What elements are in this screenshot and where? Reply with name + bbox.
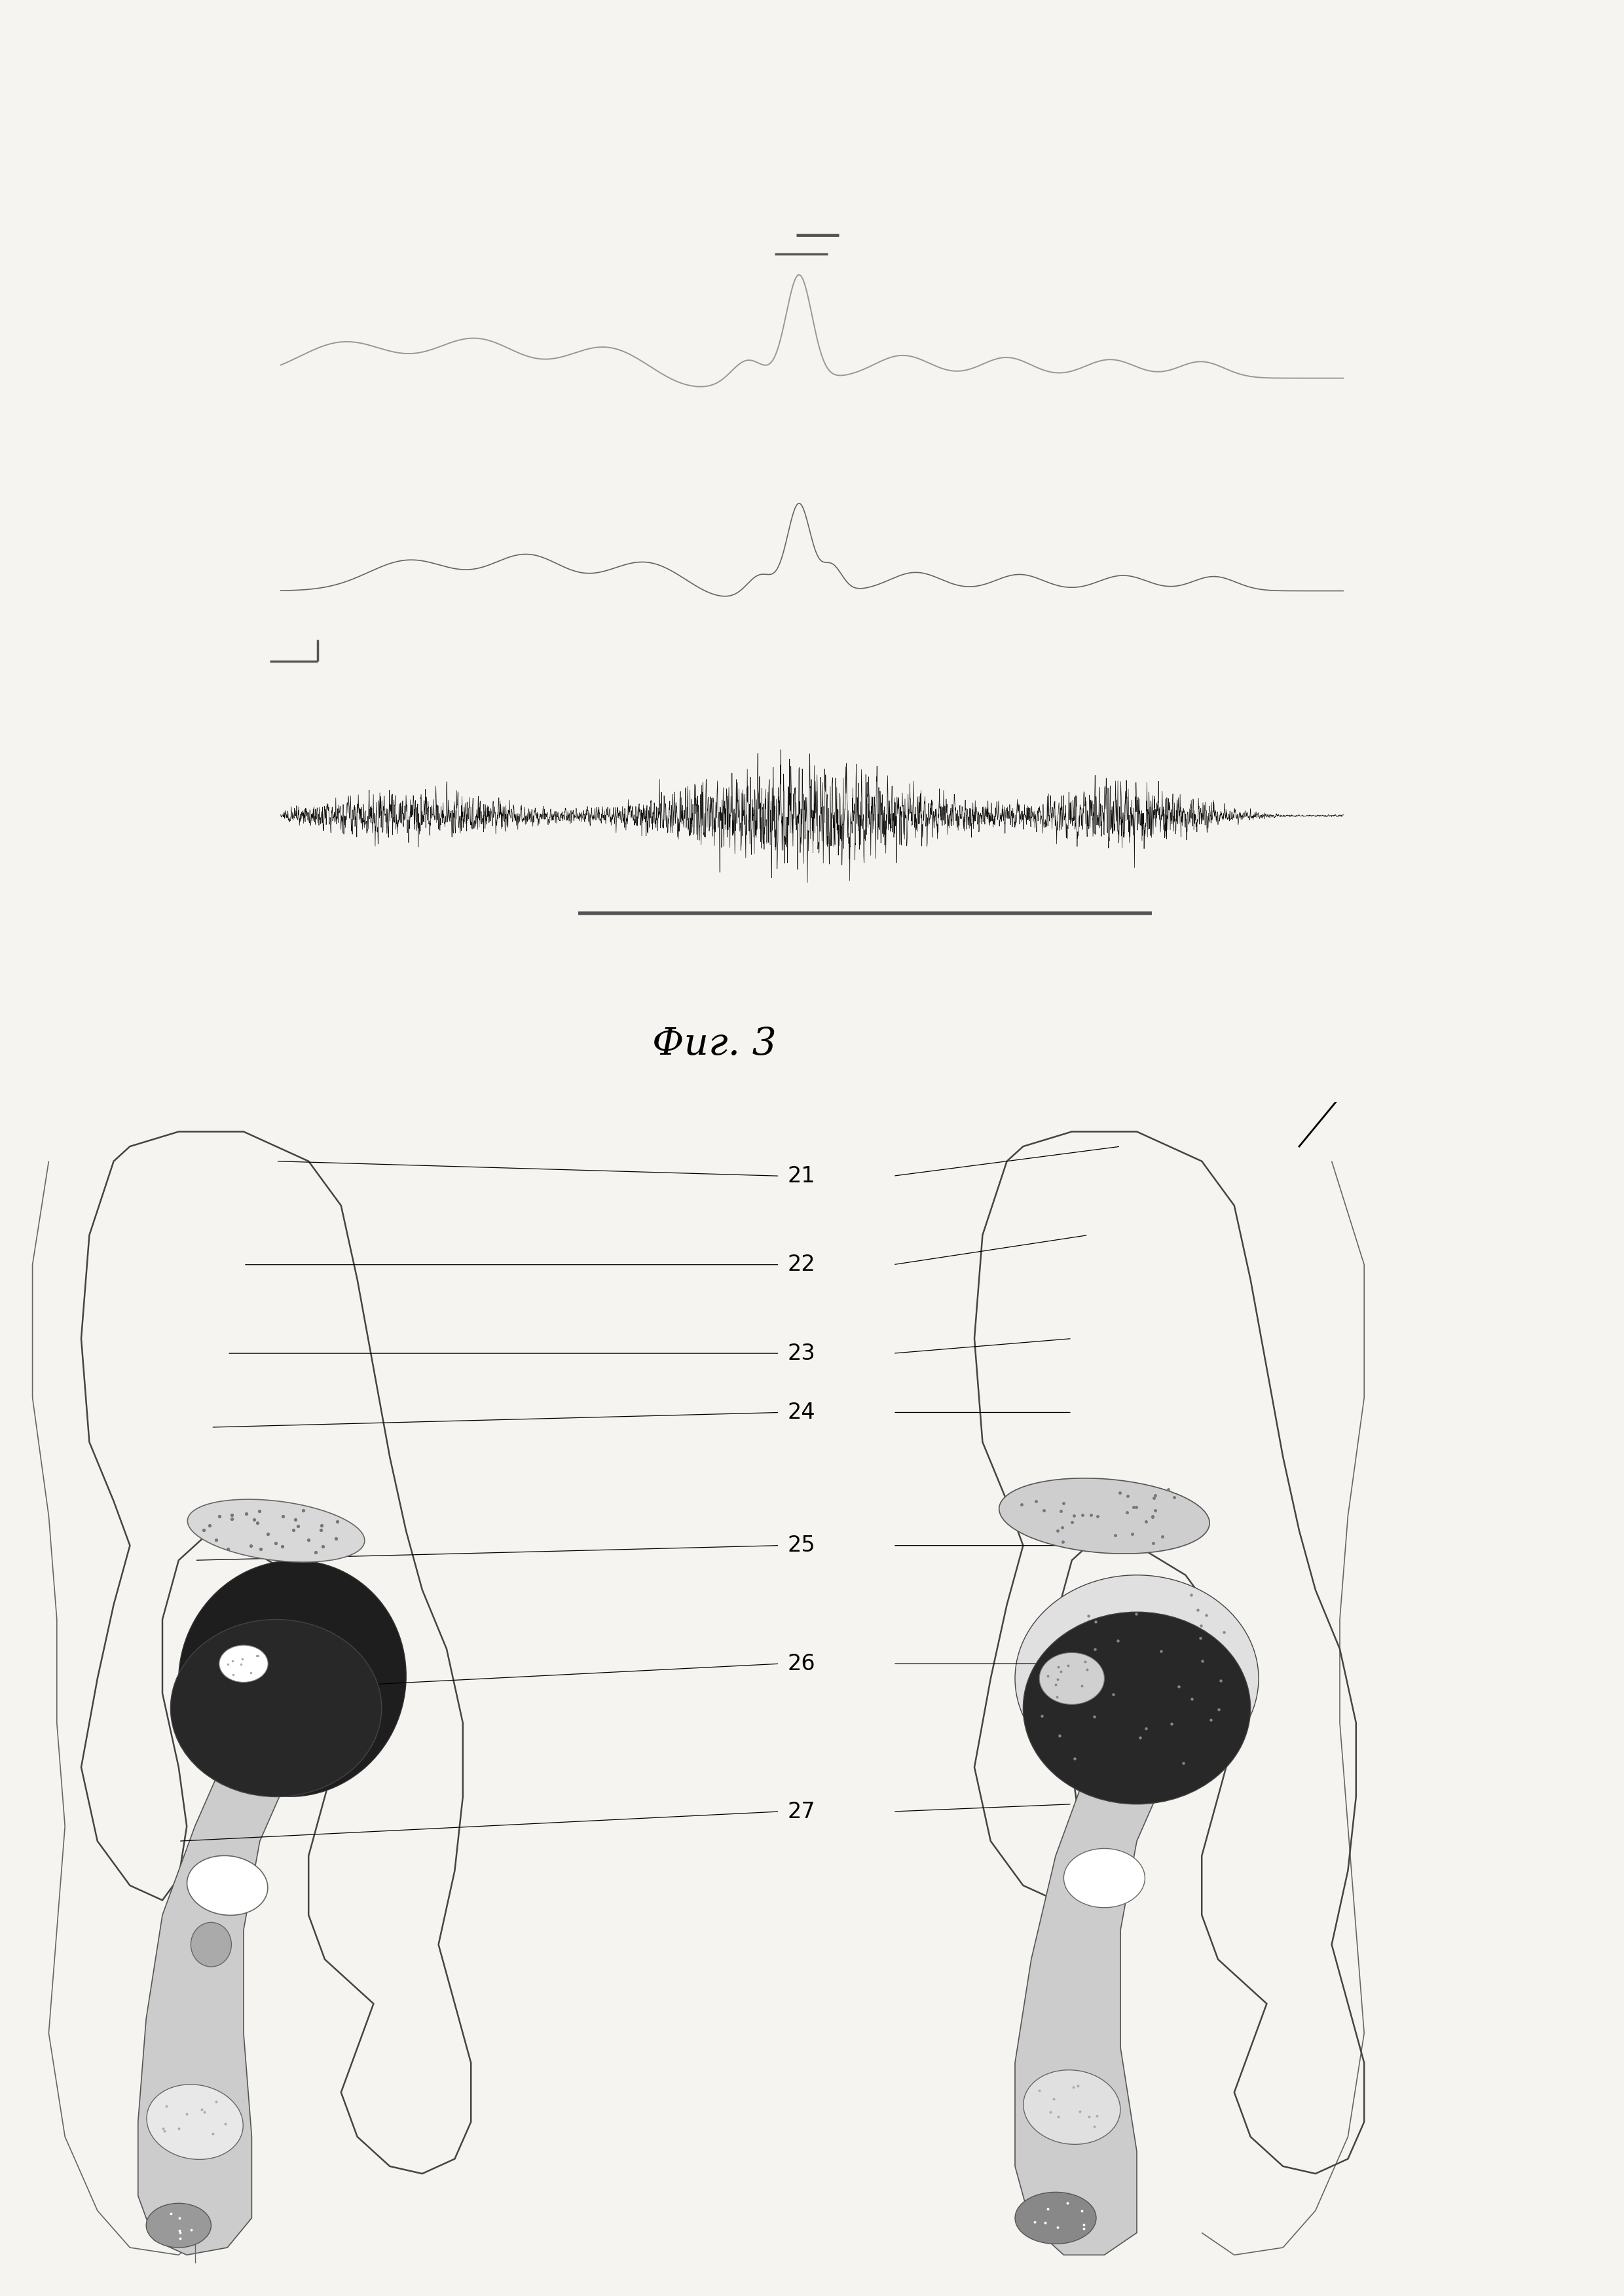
Ellipse shape (146, 2204, 211, 2248)
Ellipse shape (1023, 2071, 1121, 2144)
Ellipse shape (1039, 1653, 1104, 1704)
Text: 26: 26 (788, 1653, 815, 1674)
Text: 25: 25 (788, 1534, 815, 1557)
Ellipse shape (1015, 1575, 1259, 1782)
Ellipse shape (999, 1479, 1210, 1554)
Text: Фиг. 3: Фиг. 3 (653, 1026, 776, 1063)
Ellipse shape (187, 1855, 268, 1915)
Ellipse shape (1023, 1612, 1250, 1805)
Text: 24: 24 (788, 1401, 815, 1424)
Text: 27: 27 (788, 1800, 815, 1823)
Ellipse shape (187, 1499, 365, 1561)
Text: 22: 22 (788, 1254, 815, 1277)
Ellipse shape (219, 1646, 268, 1683)
Polygon shape (1015, 1708, 1186, 2255)
Ellipse shape (146, 2085, 244, 2161)
Ellipse shape (1015, 2193, 1096, 2243)
Polygon shape (138, 1708, 309, 2255)
Text: 21: 21 (788, 1164, 815, 1187)
Ellipse shape (1064, 1848, 1145, 1908)
Ellipse shape (171, 1619, 382, 1798)
Text: 23: 23 (788, 1343, 815, 1364)
Ellipse shape (179, 1561, 406, 1798)
Ellipse shape (192, 1922, 232, 1968)
